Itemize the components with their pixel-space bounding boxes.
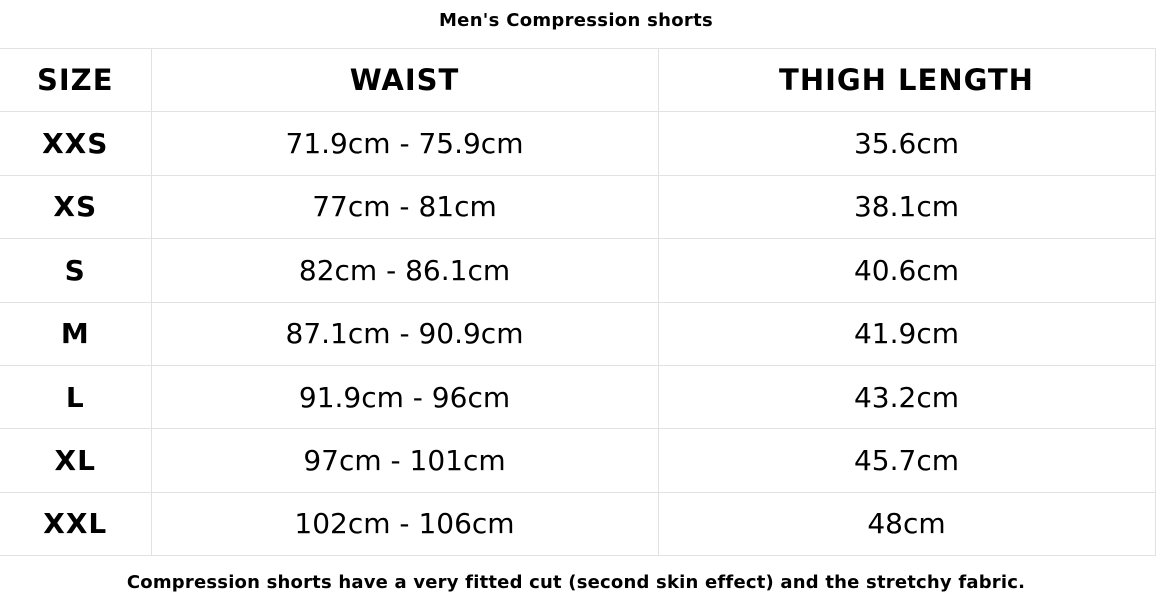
waist-cell: 87.1cm - 90.9cm: [150, 301, 659, 366]
table-row: XL 97cm - 101cm 45.7cm: [0, 428, 1156, 493]
size-cell: S: [0, 238, 152, 303]
footer-note: Compression shorts have a very fitted cu…: [126, 572, 1026, 593]
waist-cell: 82cm - 86.1cm: [150, 238, 659, 303]
size-cell: M: [0, 301, 152, 366]
thigh-length-cell: 43.2cm: [657, 364, 1156, 430]
table-row: XXS 71.9cm - 75.9cm 35.6cm: [0, 111, 1156, 176]
waist-cell: 102cm - 106cm: [150, 491, 659, 557]
waist-cell: 97cm - 101cm: [150, 428, 659, 493]
table-row: XXL 102cm - 106cm 48cm: [0, 491, 1156, 557]
size-table: SIZE WAIST THIGH LENGTH XXS 71.9cm - 75.9…: [0, 47, 1156, 557]
size-cell: XXL: [0, 491, 152, 557]
size-cell: XL: [0, 428, 152, 493]
header-row: SIZE WAIST THIGH LENGTH: [0, 47, 1156, 113]
header-thigh-length: THIGH LENGTH: [657, 47, 1156, 113]
thigh-length-cell: 35.6cm: [657, 111, 1156, 176]
header-size: SIZE: [0, 47, 152, 113]
table-row: XS 77cm - 81cm 38.1cm: [0, 174, 1156, 240]
thigh-length-cell: 41.9cm: [657, 301, 1156, 366]
waist-cell: 91.9cm - 96cm: [150, 364, 659, 430]
size-cell: XS: [0, 174, 152, 240]
size-cell: XXS: [0, 111, 152, 176]
waist-cell: 71.9cm - 75.9cm: [150, 111, 659, 176]
thigh-length-cell: 40.6cm: [657, 238, 1156, 303]
thigh-length-cell: 48cm: [657, 491, 1156, 557]
thigh-length-cell: 45.7cm: [657, 428, 1156, 493]
waist-cell: 77cm - 81cm: [150, 174, 659, 240]
table-row: L 91.9cm - 96cm 43.2cm: [0, 364, 1156, 430]
thigh-length-cell: 38.1cm: [657, 174, 1156, 240]
table-row: M 87.1cm - 90.9cm 41.9cm: [0, 301, 1156, 366]
header-waist: WAIST: [150, 47, 659, 113]
table-row: S 82cm - 86.1cm 40.6cm: [0, 238, 1156, 303]
size-cell: L: [0, 364, 152, 430]
chart-title: Men's Compression shorts: [438, 10, 714, 31]
